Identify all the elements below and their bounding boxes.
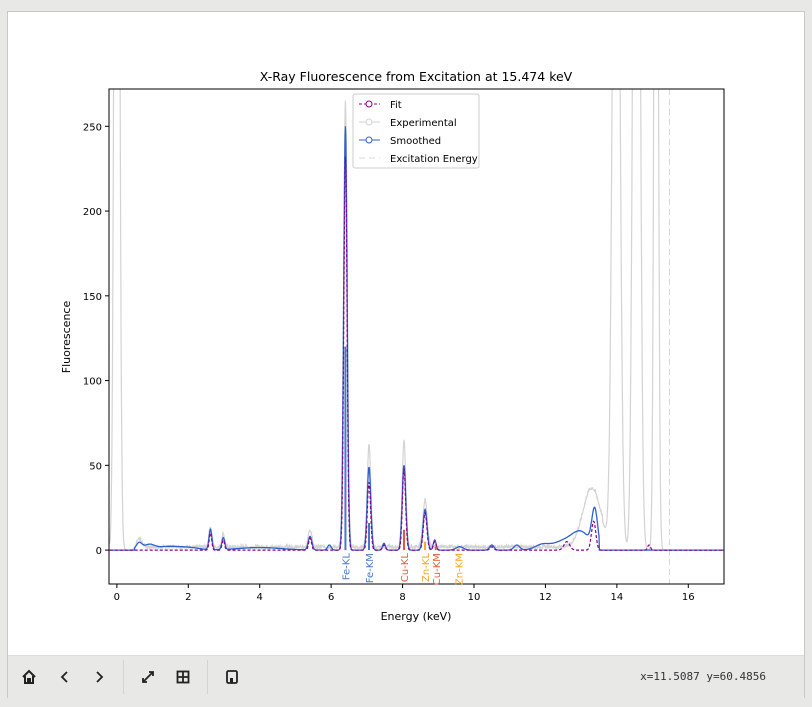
x-tick-label: 14 (610, 592, 623, 603)
legend-experimental: Experimental (390, 118, 457, 129)
save-button[interactable] (221, 666, 243, 688)
y-tick-label: 100 (83, 377, 102, 388)
zoom-rect-icon (176, 670, 190, 684)
y-tick-label: 200 (83, 207, 102, 218)
axes-frame (108, 88, 725, 585)
y-tick-label: 150 (83, 292, 102, 303)
emission-label: Fe-KM (365, 553, 376, 583)
y-tick-label: 250 (83, 122, 102, 133)
chart: X-Ray Fluorescence from Excitation at 15… (60, 69, 725, 623)
figure-window: X-Ray Fluorescence from Excitation at 15… (7, 11, 805, 698)
save-icon (226, 670, 238, 684)
x-tick-label: 4 (257, 592, 263, 603)
smoothed-legend-icon (365, 136, 373, 144)
x-tick-label: 0 (114, 592, 120, 603)
home-button[interactable] (18, 666, 40, 688)
toolbar: x=11.5087 y=60.4856 (8, 655, 804, 698)
cursor-coordinates: x=11.5087 y=60.4856 (640, 670, 766, 683)
emission-label: Cu-KL (400, 553, 411, 582)
legend-smoothed: Smoothed (390, 136, 441, 147)
emission-label: Zn-KM (455, 553, 466, 585)
x-tick-label: 12 (539, 592, 552, 603)
x-tick-label: 10 (468, 592, 481, 603)
x-axis-label: Energy (keV) (381, 610, 452, 623)
emission-label: Zn-KL (421, 553, 432, 582)
chart-title: X-Ray Fluorescence from Excitation at 15… (260, 69, 573, 84)
x-tick-label: 6 (328, 592, 334, 603)
y-axis-label: Fluorescence (60, 301, 73, 374)
experimental-series (109, 89, 724, 551)
x-tick-label: 8 (399, 592, 405, 603)
forward-button[interactable] (88, 666, 110, 688)
expand-arrows-icon (142, 671, 154, 683)
fit-legend-icon (365, 100, 373, 108)
home-icon (22, 669, 36, 684)
legend: Fit Experimental Smoothed Excitation Ene… (352, 93, 480, 169)
legend-excitation: Excitation Energy (390, 154, 478, 165)
emission-label: Cu-KM (432, 553, 443, 585)
chevron-right-icon (96, 671, 104, 683)
y-tick-label: 50 (89, 461, 102, 472)
legend-fit: Fit (390, 100, 402, 111)
experimental-legend-icon (365, 118, 373, 126)
pan-button[interactable] (137, 666, 159, 688)
emission-label: Fe-KL (341, 553, 352, 581)
x-tick-label: 16 (682, 592, 695, 603)
chevron-left-icon (60, 671, 68, 683)
fit-series (109, 156, 724, 551)
back-button[interactable] (54, 666, 76, 688)
zoom-button[interactable] (172, 666, 194, 688)
y-tick-label: 0 (96, 546, 102, 557)
x-tick-label: 2 (185, 592, 191, 603)
